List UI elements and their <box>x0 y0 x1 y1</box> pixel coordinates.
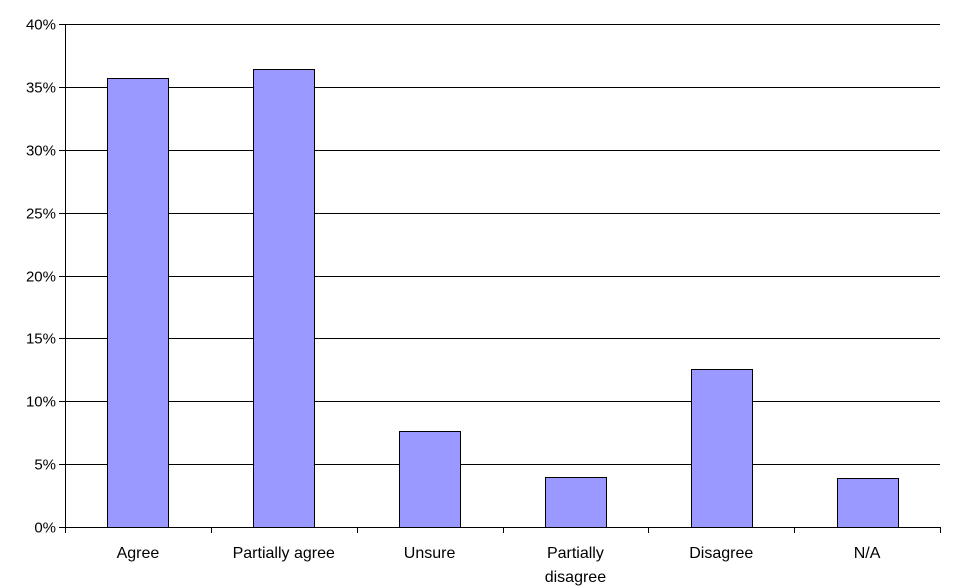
y-tick-label: 10% <box>26 394 56 411</box>
y-tick-label: 25% <box>26 206 56 223</box>
gridlines <box>65 24 940 465</box>
y-tick-label: 40% <box>26 17 56 34</box>
bar-unsure <box>399 431 461 528</box>
y-tick-label: 15% <box>26 331 56 348</box>
bar-agree <box>107 78 169 528</box>
y-tick-label: 35% <box>26 80 56 97</box>
bar-disagree <box>691 369 753 528</box>
y-tick-labels: 0% 5% 10% 15% 20% 25% 30% 35% 40% <box>26 17 56 537</box>
y-tick-label: 5% <box>34 457 56 474</box>
x-category-label: Unsure <box>404 545 456 562</box>
axes <box>59 24 941 533</box>
bar-partially-disagree <box>545 477 607 528</box>
y-tick-label: 0% <box>34 520 56 537</box>
x-category-label: Agree <box>117 545 160 562</box>
x-category-label: Partially agree <box>233 545 335 562</box>
y-tick-label: 20% <box>26 269 56 286</box>
bar-n-a <box>837 478 899 528</box>
x-category-label: N/A <box>854 545 881 562</box>
bar-partially-agree <box>253 69 315 528</box>
y-tick-label: 30% <box>26 143 56 160</box>
bars <box>107 69 899 528</box>
x-category-label: Partially disagree <box>545 545 606 586</box>
x-category-labels: Agree Partially agree Unsure Partially disag… <box>117 545 881 586</box>
x-category-label: Disagree <box>689 545 753 562</box>
